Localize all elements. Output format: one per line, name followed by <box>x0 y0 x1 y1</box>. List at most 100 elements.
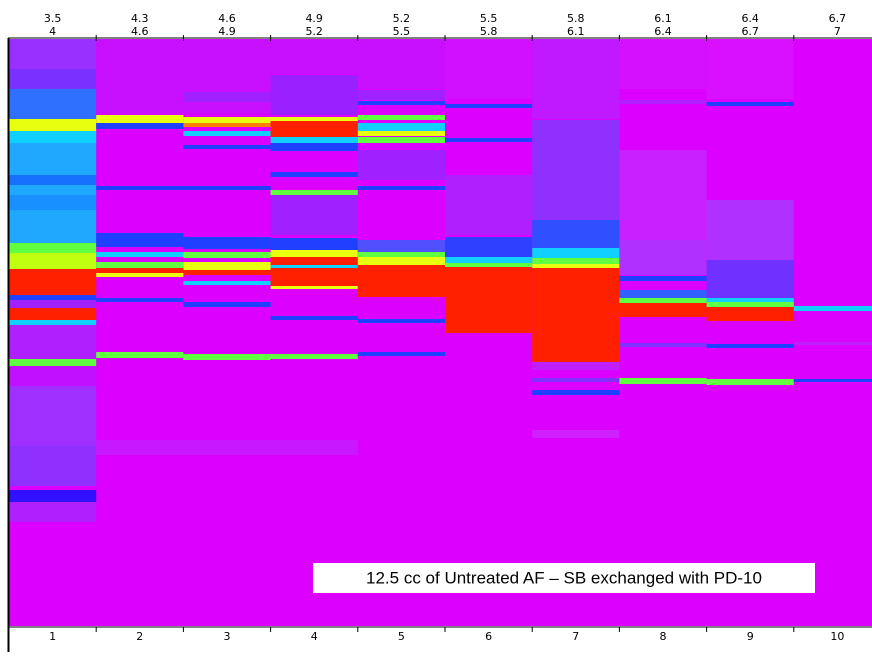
band <box>183 440 272 455</box>
lane-number: 9 <box>747 630 754 643</box>
band <box>532 264 620 268</box>
band <box>445 175 533 235</box>
ph-start: 3.5 <box>44 12 62 25</box>
lane-number: 4 <box>311 630 318 643</box>
band <box>270 316 359 320</box>
band <box>96 233 184 247</box>
band <box>270 39 359 74</box>
band <box>96 268 184 273</box>
band <box>532 430 620 438</box>
band <box>706 307 795 321</box>
band <box>357 131 446 136</box>
band <box>9 39 97 69</box>
band <box>706 302 795 307</box>
ph-start: 4.9 <box>305 12 323 25</box>
band <box>9 253 97 269</box>
lane <box>706 39 795 626</box>
band <box>183 252 272 258</box>
band <box>96 39 184 114</box>
band <box>619 303 708 317</box>
band <box>445 237 533 257</box>
band <box>532 220 620 248</box>
band <box>619 378 708 384</box>
band <box>270 440 359 455</box>
ph-end: 5.2 <box>305 25 323 38</box>
band <box>532 378 620 382</box>
band <box>357 123 446 131</box>
lane-number: 5 <box>398 630 405 643</box>
band <box>9 300 97 308</box>
ph-end: 6.4 <box>654 25 672 38</box>
band <box>9 502 97 522</box>
band <box>9 366 97 386</box>
band <box>706 200 795 260</box>
lane-number: 10 <box>830 630 844 643</box>
band <box>357 186 446 190</box>
band <box>706 298 795 302</box>
band <box>270 238 359 250</box>
lane-background <box>619 39 708 626</box>
band <box>270 137 359 143</box>
ph-start: 6.1 <box>654 12 672 25</box>
ph-start: 4.6 <box>218 12 236 25</box>
band <box>9 325 97 360</box>
ph-start: 5.5 <box>480 12 498 25</box>
band <box>96 262 184 268</box>
band <box>619 150 708 240</box>
band <box>357 265 446 297</box>
ph-end: 4 <box>49 25 56 38</box>
band <box>9 386 97 446</box>
band <box>96 252 184 257</box>
band <box>445 39 533 99</box>
band <box>183 117 272 123</box>
band <box>270 265 359 269</box>
band <box>183 92 272 102</box>
band <box>183 262 272 270</box>
band <box>357 252 446 257</box>
lane-number: 6 <box>485 630 492 643</box>
band <box>9 320 97 325</box>
lane-background <box>96 39 184 626</box>
band <box>96 115 184 123</box>
ph-end: 5.5 <box>393 25 411 38</box>
band <box>793 379 872 382</box>
lane-number: 3 <box>224 630 231 643</box>
band <box>96 352 184 358</box>
band <box>270 190 359 195</box>
lane-background <box>357 39 446 626</box>
band <box>183 237 272 249</box>
band <box>9 195 97 210</box>
ph-start: 6.4 <box>741 12 759 25</box>
band <box>183 39 272 114</box>
ph-end: 5.8 <box>480 25 498 38</box>
lane <box>532 39 620 626</box>
band <box>9 119 97 131</box>
band <box>96 123 184 129</box>
band <box>445 257 533 263</box>
band <box>96 440 184 455</box>
band <box>357 137 446 143</box>
band <box>270 250 359 257</box>
band <box>270 172 359 177</box>
band <box>357 101 446 105</box>
band <box>183 270 272 275</box>
band <box>9 490 97 502</box>
ph-start: 4.3 <box>131 12 149 25</box>
band <box>619 39 708 89</box>
band <box>96 186 184 190</box>
band <box>532 362 620 370</box>
band <box>96 273 184 277</box>
band <box>9 359 97 366</box>
lane-background <box>183 39 272 626</box>
band <box>270 75 359 115</box>
lane <box>793 39 872 626</box>
lane <box>357 39 446 626</box>
band <box>793 39 872 299</box>
lane-number: 8 <box>660 630 667 643</box>
band <box>619 343 708 347</box>
caption: 12.5 cc of Untreated AF – SB exchanged w… <box>366 568 762 587</box>
ph-end: 6.1 <box>567 25 585 38</box>
band <box>9 175 97 185</box>
band <box>183 145 272 149</box>
